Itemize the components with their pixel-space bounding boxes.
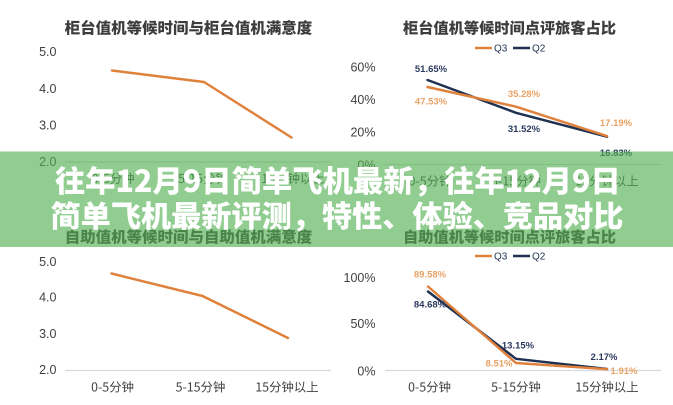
svg-text:100%: 100% <box>344 271 376 285</box>
svg-text:89.58%: 89.58% <box>414 270 447 281</box>
svg-text:50%: 50% <box>350 317 375 331</box>
svg-text:31.52%: 31.52% <box>508 124 541 135</box>
svg-text:60%: 60% <box>350 61 375 75</box>
svg-text:5.0: 5.0 <box>39 45 56 59</box>
svg-text:8.51%: 8.51% <box>486 359 513 370</box>
svg-text:Q3: Q3 <box>494 44 508 55</box>
svg-text:2.0: 2.0 <box>39 363 56 377</box>
svg-text:35.28%: 35.28% <box>508 89 541 100</box>
svg-text:13.15%: 13.15% <box>502 341 535 352</box>
svg-text:Q3: Q3 <box>494 252 508 263</box>
svg-text:4.0: 4.0 <box>39 82 56 96</box>
svg-text:1.91%: 1.91% <box>611 366 638 377</box>
svg-text:3.0: 3.0 <box>39 119 56 133</box>
svg-text:2.17%: 2.17% <box>591 352 618 363</box>
svg-text:4.0: 4.0 <box>39 291 56 305</box>
svg-text:Q2: Q2 <box>532 44 546 55</box>
svg-text:84.68%: 84.68% <box>414 300 447 311</box>
svg-text:40%: 40% <box>350 93 375 107</box>
svg-text:0%: 0% <box>357 365 375 379</box>
svg-text:Q2: Q2 <box>532 252 546 263</box>
svg-text:20%: 20% <box>350 126 375 140</box>
svg-text:51.65%: 51.65% <box>415 64 448 75</box>
svg-text:3.0: 3.0 <box>39 327 56 341</box>
svg-text:5.0: 5.0 <box>39 255 56 269</box>
svg-text:47.53%: 47.53% <box>415 97 448 108</box>
svg-text:17.19%: 17.19% <box>600 118 633 129</box>
